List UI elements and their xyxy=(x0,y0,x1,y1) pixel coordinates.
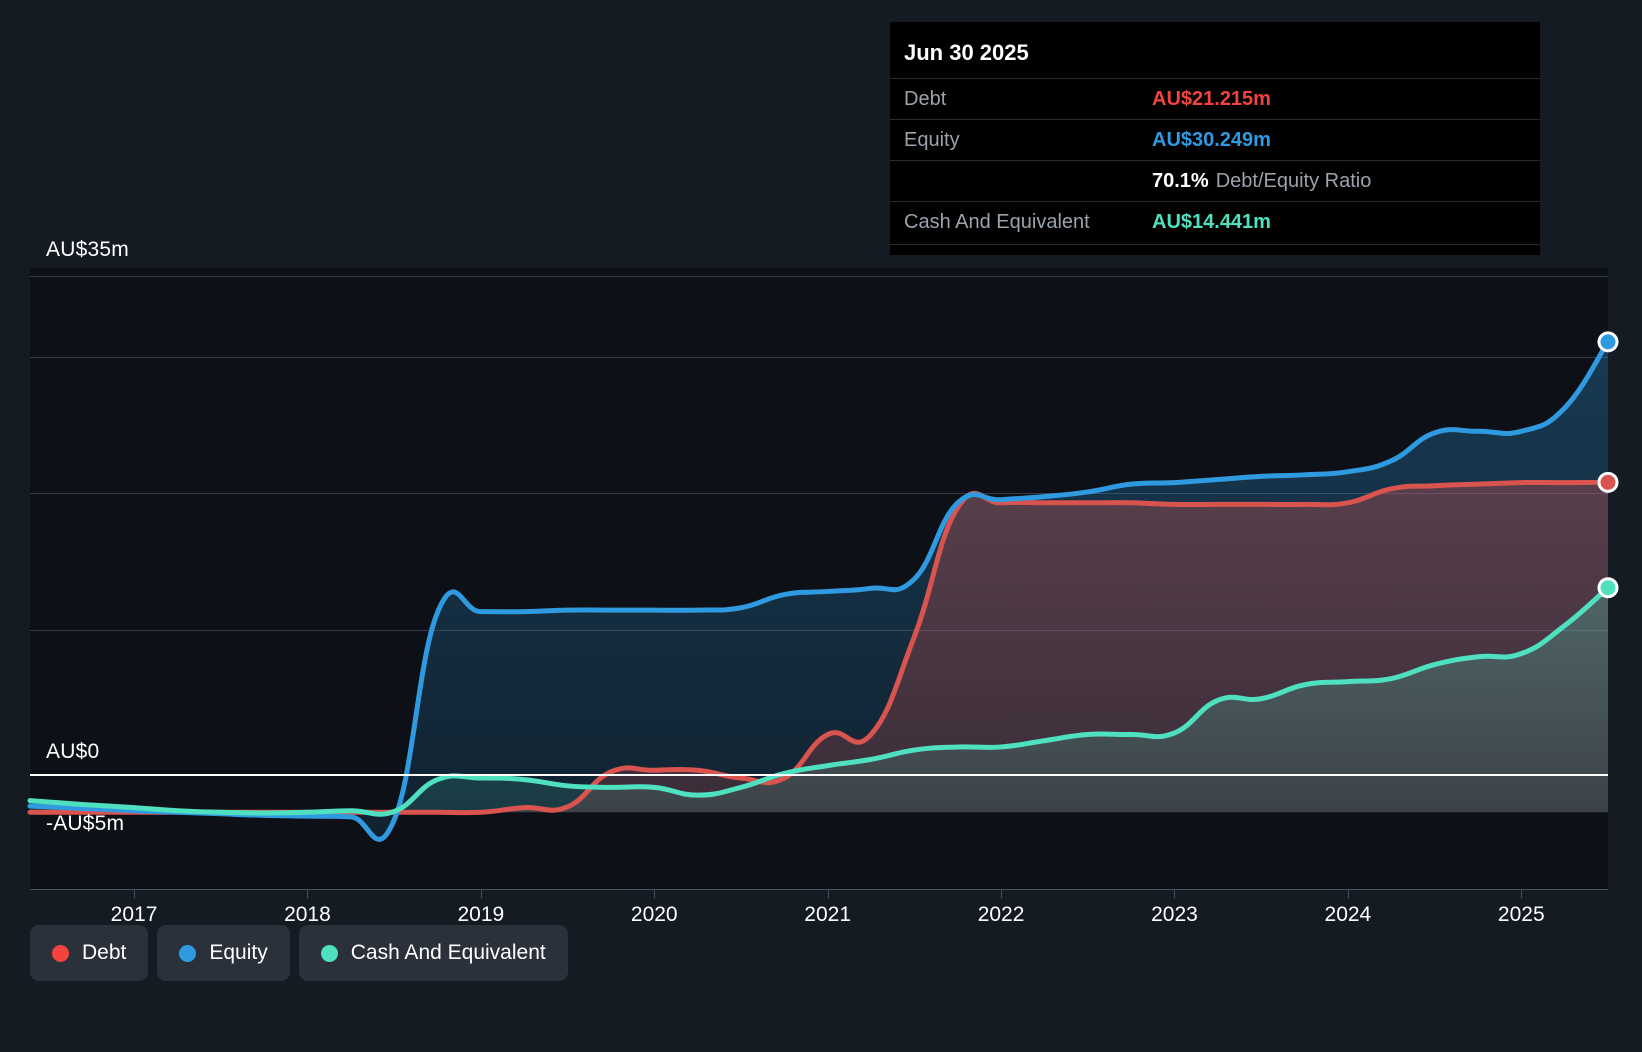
legend-item-cash-and-equivalent[interactable]: Cash And Equivalent xyxy=(298,925,568,981)
x-axis-label-2024: 2024 xyxy=(1324,903,1372,926)
series-line-cash xyxy=(27,585,1611,817)
tooltip-row-ratio: 70.1% Debt/Equity Ratio xyxy=(890,160,1540,201)
legend-label: Equity xyxy=(209,941,268,964)
plot-area xyxy=(27,268,1619,890)
x-axis-tick-2020 xyxy=(654,889,656,898)
chart-series-svg xyxy=(27,331,1619,842)
tooltip-label-equity: Equity xyxy=(904,128,960,151)
x-axis-label-2017: 2017 xyxy=(110,903,158,926)
zero-baseline xyxy=(30,774,1608,776)
chart-legend: Debt Equity Cash And Equivalent xyxy=(30,925,568,981)
series-line-equity xyxy=(27,339,1611,842)
tooltip-label-debt: Debt xyxy=(904,87,947,110)
y-axis-label-negative: -AU$5m xyxy=(46,812,125,835)
endpoint-cash[interactable] xyxy=(1597,577,1619,599)
tooltip-date: Jun 30 2025 xyxy=(904,40,1029,65)
x-axis-tick-2021 xyxy=(827,889,829,898)
x-axis-tick-2019 xyxy=(480,889,482,898)
endpoint-equity[interactable] xyxy=(1597,331,1619,353)
legend-label: Cash And Equivalent xyxy=(350,941,546,964)
legend-label: Debt xyxy=(82,941,127,964)
tooltip-value-cash: AU$14.441m xyxy=(1152,210,1271,233)
series-area-cash xyxy=(30,587,1608,815)
x-axis-tick-2022 xyxy=(1001,889,1003,898)
tooltip-value-debt: AU$21.215m xyxy=(1152,87,1271,110)
y-axis-label-zero: AU$0 xyxy=(46,740,100,763)
x-axis-tick-2018 xyxy=(307,889,309,898)
x-axis-tick-2024 xyxy=(1347,889,1349,898)
x-axis-tick-2023 xyxy=(1174,889,1176,898)
legend-item-equity[interactable]: Equity xyxy=(157,925,290,981)
x-axis-label-2018: 2018 xyxy=(284,903,331,926)
tooltip-row-cash: Cash And Equivalent AU$14.441m xyxy=(890,201,1540,242)
x-axis-label-2025: 2025 xyxy=(1497,903,1545,926)
x-axis-line xyxy=(30,889,1608,890)
tooltip-row-equity: Equity AU$30.249m xyxy=(890,119,1540,160)
x-axis-tick-2017 xyxy=(134,889,136,898)
tooltip-ratio-text: Debt/Equity Ratio xyxy=(1215,169,1372,192)
gridline-29m xyxy=(30,357,1608,358)
legend-item-debt[interactable]: Debt xyxy=(30,925,149,981)
y-axis-label-top: AU$35m xyxy=(46,238,129,261)
x-axis-label-2019: 2019 xyxy=(457,903,505,926)
x-axis-label-2021: 2021 xyxy=(804,903,852,926)
endpoint-debt[interactable] xyxy=(1597,471,1619,493)
x-axis-tick-2025 xyxy=(1521,889,1523,898)
tooltip-value-ratio: 70.1% Debt/Equity Ratio xyxy=(1152,170,1371,193)
x-axis-label-2020: 2020 xyxy=(630,903,678,926)
tooltip-bottom-divider xyxy=(890,244,1540,245)
tooltip-row-debt: Debt AU$21.215m xyxy=(890,78,1540,119)
tooltip-value-equity: AU$30.249m xyxy=(1152,128,1271,151)
tooltip-panel: Jun 30 2025 Debt AU$21.215m Equity AU$30… xyxy=(890,22,1540,255)
tooltip-label-cash: Cash And Equivalent xyxy=(904,210,1090,233)
tooltip-ratio-number: 70.1% xyxy=(1152,169,1209,192)
equity-dot-icon xyxy=(179,944,197,962)
x-axis-label-2023: 2023 xyxy=(1151,903,1198,926)
gridline-20m xyxy=(30,493,1608,494)
x-axis-label-2022: 2022 xyxy=(977,903,1025,926)
gridline-35m xyxy=(30,276,1608,277)
debt-dot-icon xyxy=(52,944,69,962)
cash-dot-icon xyxy=(320,944,338,962)
